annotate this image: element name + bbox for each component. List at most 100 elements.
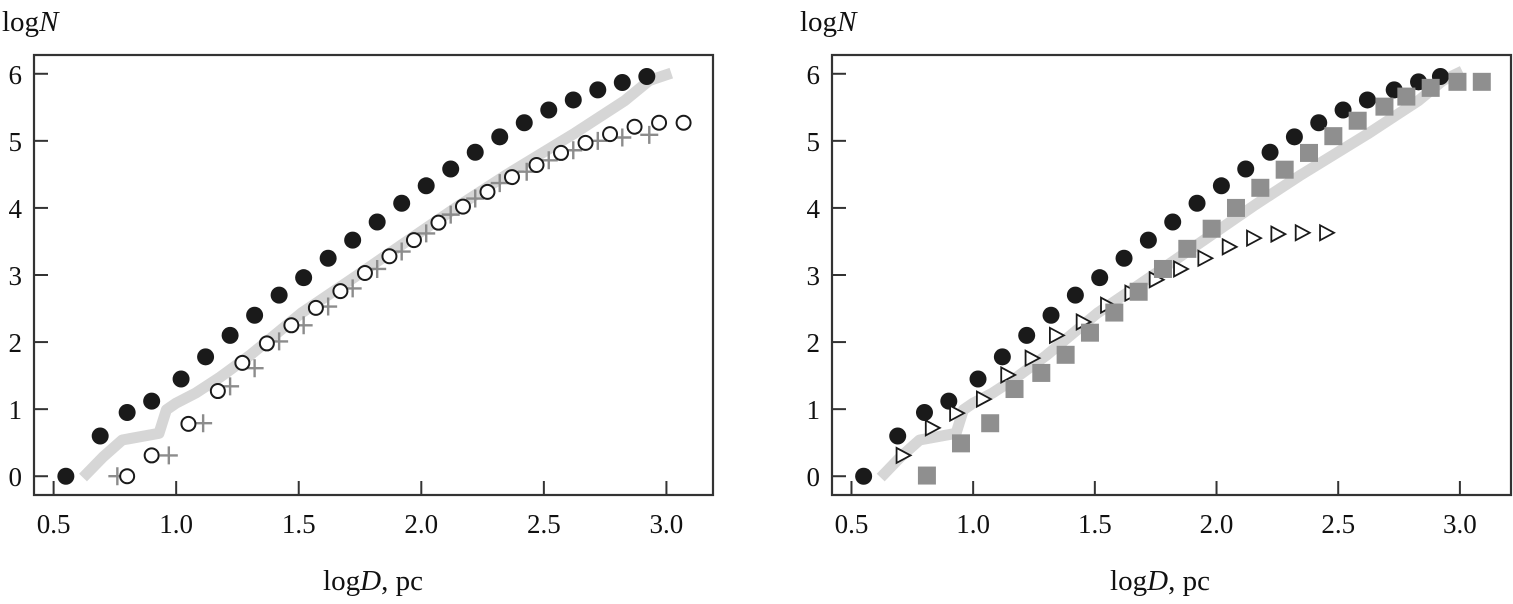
right-y-tick-label: 1 xyxy=(807,395,821,425)
left-filled-circle-point xyxy=(319,249,337,267)
left-y-tick-label: 4 xyxy=(9,194,23,224)
left-filled-circle-point xyxy=(417,177,435,195)
right-square-point xyxy=(1080,323,1099,342)
right-reference-curve-line xyxy=(876,66,1465,482)
right-x-label-prefix: log xyxy=(1110,565,1147,597)
left-cross-point xyxy=(441,205,460,224)
right-square-point xyxy=(1032,363,1051,382)
left-y-tick-label: 1 xyxy=(9,395,23,425)
right-x-tick-label: 2.0 xyxy=(1200,509,1234,539)
left-open-circle-point xyxy=(356,264,373,281)
left-open-circle-point xyxy=(307,299,324,316)
left-y-label-var: N xyxy=(38,6,60,38)
right-triangle-point xyxy=(1197,249,1215,268)
left-filled-circle-point xyxy=(540,101,558,119)
right-triangle-point xyxy=(1221,237,1239,256)
left-x-tick-label: 3.0 xyxy=(650,509,684,539)
left-filled-circle-point xyxy=(143,392,161,410)
right-square-point xyxy=(1275,160,1294,179)
right-filled-circle-point xyxy=(1139,231,1157,249)
left-open-circle-point xyxy=(528,157,545,173)
right-y-label-prefix: log xyxy=(800,6,837,38)
right-series-filled-circles xyxy=(855,67,1449,485)
right-triangle-point xyxy=(1173,259,1190,278)
right-x-axis-label: logD, pc xyxy=(1110,565,1210,597)
right-square-point xyxy=(1472,72,1491,91)
right-filled-circle-point xyxy=(855,467,873,485)
left-open-circle-point xyxy=(454,198,471,215)
left-open-circle-point xyxy=(553,144,570,161)
left-filled-circle-point xyxy=(466,143,484,161)
right-ticks: 0.5 1.0 1.5 2.0 2.5 3.0 0 1 2 3 4 5 6 xyxy=(807,60,1477,539)
left-plot-frame xyxy=(32,53,715,497)
right-filled-circle-point xyxy=(940,392,958,410)
right-y-label-var: N xyxy=(836,6,858,38)
left-filled-circle-point xyxy=(197,348,215,366)
right-triangle-point xyxy=(924,418,942,437)
left-open-circle-point xyxy=(234,354,251,371)
left-x-tick-label: 0.5 xyxy=(37,509,71,539)
right-filled-circle-point xyxy=(1261,143,1279,161)
right-triangle-point xyxy=(1270,225,1288,244)
left-open-circle-point xyxy=(675,114,692,131)
left-open-circle-point xyxy=(503,169,520,186)
right-y-tick-label: 4 xyxy=(807,194,821,224)
left-reference-curve-line xyxy=(79,67,674,482)
left-filled-circle-point xyxy=(91,427,109,445)
left-open-circle-point xyxy=(602,126,619,143)
left-filled-circle-point xyxy=(638,67,656,85)
left-x-tick-label: 1.5 xyxy=(282,509,316,539)
left-series-filled-circles xyxy=(57,67,656,485)
right-triangle-point xyxy=(1049,326,1066,345)
right-series-gray-squares xyxy=(917,72,1491,485)
right-filled-circle-point xyxy=(1042,306,1060,324)
left-series-crosses xyxy=(108,125,659,486)
right-series-reference-curve xyxy=(876,66,1465,482)
right-triangle-point xyxy=(1000,365,1018,384)
right-square-point xyxy=(1397,87,1416,106)
left-series-reference-curve xyxy=(79,67,674,482)
left-filled-circle-point xyxy=(515,114,533,132)
right-filled-circle-point xyxy=(1358,91,1376,109)
right-square-point xyxy=(1178,239,1197,258)
right-square-point xyxy=(1324,127,1343,146)
right-filled-circle-point xyxy=(1212,177,1230,195)
right-square-point xyxy=(1348,111,1367,130)
right-triangle-point xyxy=(1294,223,1312,242)
right-square-point xyxy=(1129,282,1148,301)
left-open-circle-point xyxy=(119,468,136,485)
left-x-tick-label: 2.5 xyxy=(527,509,561,539)
right-x-label-var: D xyxy=(1146,565,1168,597)
right-filled-circle-point xyxy=(1066,286,1084,304)
right-x-label-suffix: , pc xyxy=(1168,565,1210,597)
left-cross-point xyxy=(194,414,213,433)
left-open-circle-point xyxy=(651,114,668,131)
left-open-circle-point xyxy=(258,335,275,352)
left-y-axis-label: logN xyxy=(2,6,60,38)
right-square-point xyxy=(1056,345,1075,364)
left-filled-circle-point xyxy=(368,213,386,231)
right-x-tick-label: 2.5 xyxy=(1321,509,1355,539)
right-triangle-point xyxy=(1024,349,1042,368)
right-triangle-point xyxy=(975,390,993,409)
left-ticks: 0.5 1.0 1.5 2.0 2.5 3.0 0 1 2 3 4 5 6 xyxy=(9,60,684,539)
right-square-point xyxy=(1375,97,1394,116)
left-cross-point xyxy=(490,174,509,193)
right-square-point xyxy=(1005,380,1024,399)
left-cross-point xyxy=(466,189,485,208)
left-open-circle-point xyxy=(209,383,226,400)
right-square-point xyxy=(1202,219,1221,238)
left-open-circle-point xyxy=(626,118,643,135)
right-y-tick-label: 5 xyxy=(807,127,821,157)
right-triangle-point xyxy=(1246,229,1263,248)
left-filled-circle-point xyxy=(270,286,288,304)
right-filled-circle-point xyxy=(915,404,933,421)
left-filled-circle-point xyxy=(393,194,411,212)
left-y-tick-label: 2 xyxy=(9,328,23,358)
right-filled-circle-point xyxy=(1237,160,1255,178)
left-cross-point xyxy=(417,224,436,243)
left-filled-circle-point xyxy=(589,81,607,99)
left-open-circle-point xyxy=(283,317,300,334)
